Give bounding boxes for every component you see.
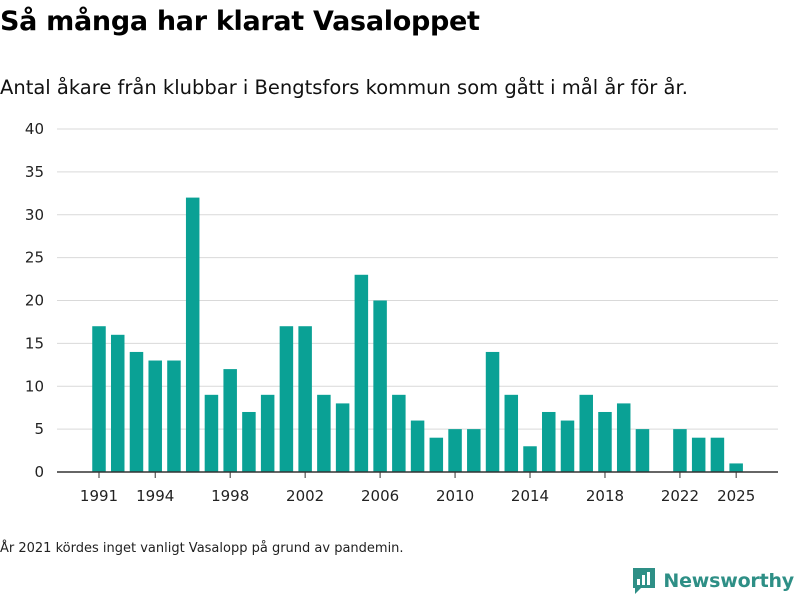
bar-2000 [260,394,275,472]
x-tick-label: 2002 [286,487,324,505]
bar-2005 [354,274,369,472]
bar-2012 [485,351,500,472]
footnote: År 2021 kördes inget vanligt Vasalopp på… [0,541,404,556]
bar-2004 [335,403,350,472]
y-tick-label: 30 [25,206,44,224]
bar-2016 [560,420,575,472]
y-tick-label: 10 [25,377,44,395]
bar-2017 [579,394,593,472]
x-tick-label: 2006 [361,487,399,505]
bar-2007 [392,394,406,472]
bar-2022 [673,429,687,473]
bar-chart-speech-bubble-icon [633,568,656,594]
bar-2002 [298,326,312,472]
x-tick-label: 2014 [511,487,549,505]
bar-2025 [729,463,743,472]
bars [92,197,743,473]
bar-1993 [129,351,144,472]
bar-2020 [635,429,650,473]
bar-2010 [448,429,462,473]
bar-1998 [223,369,237,472]
bar-1997 [204,394,219,472]
bar-2024 [710,437,725,472]
bar-2006 [373,300,387,472]
y-tick-label: 15 [25,334,44,352]
y-tick-label: 40 [25,120,44,138]
bar-2011 [467,429,481,473]
x-tick-label: 2010 [436,487,474,505]
y-tick-label: 0 [34,463,44,481]
bar-2001 [279,326,294,472]
bar-2015 [542,411,556,472]
x-tick-label: 1991 [80,487,118,505]
bar-2003 [317,394,331,472]
bar-1992 [110,334,125,472]
bar-1999 [242,411,256,472]
bar-2013 [504,394,519,472]
x-tick-label: 1998 [211,487,249,505]
y-tick-label: 20 [25,292,44,310]
chart-title: Så många har klarat Vasaloppet [0,6,480,37]
bar-2023 [691,437,706,472]
x-axis: 1991 1994 1998 2002 2006 2010 2014 2018 2022 2025 [57,471,778,505]
bar-1995 [167,360,181,472]
bar-2018 [598,411,612,472]
grid-lines [57,128,778,430]
bar-1991 [92,326,106,472]
x-tick-label: 2025 [717,487,755,505]
y-tick-label: 35 [25,163,44,181]
brand-logo: Newsworthy [631,566,794,596]
x-tick-label: 2018 [586,487,624,505]
x-tick-label: 1994 [136,487,174,505]
brand-name: Newsworthy [663,570,794,592]
bar-1996 [185,197,200,472]
bar-2008 [410,420,425,472]
y-axis-ticks: 0 5 10 15 20 25 30 35 40 [25,120,44,481]
y-tick-label: 5 [34,420,44,438]
y-tick-label: 25 [25,249,44,267]
bar-2014 [523,446,537,472]
bar-2019 [616,403,631,472]
bar-1994 [148,360,162,472]
bar-2009 [429,437,444,472]
x-tick-label: 2022 [661,487,699,505]
chart-subtitle: Antal åkare från klubbar i Bengtsfors ko… [0,76,688,99]
